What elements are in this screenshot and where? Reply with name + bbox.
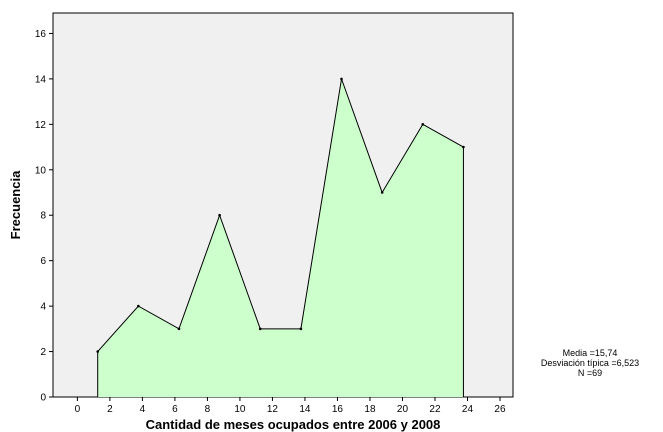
y-tick-label: 10 [35, 165, 47, 176]
data-point [299, 327, 303, 331]
data-point [421, 123, 425, 126]
area-layer [96, 77, 465, 397]
y-tick-label: 8 [40, 211, 46, 222]
data-point [137, 304, 140, 308]
y-tick-label: 14 [35, 74, 47, 85]
x-tick-label: 18 [364, 404, 376, 415]
n-label: N =69 [577, 368, 603, 378]
mean-label: Media =15,74 [562, 348, 618, 358]
y-tick-label: 4 [40, 302, 46, 313]
x-tick-label: 14 [299, 404, 311, 415]
x-tick-label: 10 [234, 404, 246, 415]
y-tick-label: 16 [35, 29, 47, 40]
x-tick-label: 0 [75, 404, 81, 415]
x-tick-label: 20 [397, 404, 409, 415]
x-tick-label: 6 [172, 404, 178, 415]
data-point [462, 145, 465, 149]
x-tick-label: 2 [107, 404, 113, 415]
data-point [340, 77, 343, 81]
data-point [218, 213, 221, 217]
y-tick-label: 12 [35, 120, 47, 131]
data-point [177, 327, 181, 331]
y-tick-label: 0 [40, 393, 46, 404]
x-tick-label: 26 [494, 404, 506, 415]
x-axis: 0 2 4 6 8 10 12 14 16 18 20 22 24 26 [75, 397, 506, 415]
area-fill [97, 78, 464, 397]
x-tick-label: 8 [205, 404, 211, 415]
x-tick-label: 4 [140, 404, 146, 415]
data-point [380, 191, 384, 194]
y-axis: 0 2 4 6 8 10 12 14 16 [35, 29, 53, 404]
y-axis-title: Frecuencia [8, 170, 23, 239]
x-tick-label: 24 [462, 404, 474, 415]
x-axis-title: Cantidad de meses ocupados entre 2006 y … [146, 417, 441, 432]
x-tick-label: 22 [429, 404, 441, 415]
data-point [258, 327, 262, 331]
std-label: Desviación típica =6,523 [540, 358, 640, 368]
frequency-line [97, 78, 464, 397]
statistics-box: Media =15,74 Desviación típica =6,523 N … [520, 348, 660, 378]
x-tick-label: 16 [332, 404, 344, 415]
y-tick-label: 6 [40, 256, 46, 267]
x-tick-label: 12 [267, 404, 279, 415]
data-point [96, 350, 99, 353]
y-tick-label: 2 [40, 347, 46, 358]
